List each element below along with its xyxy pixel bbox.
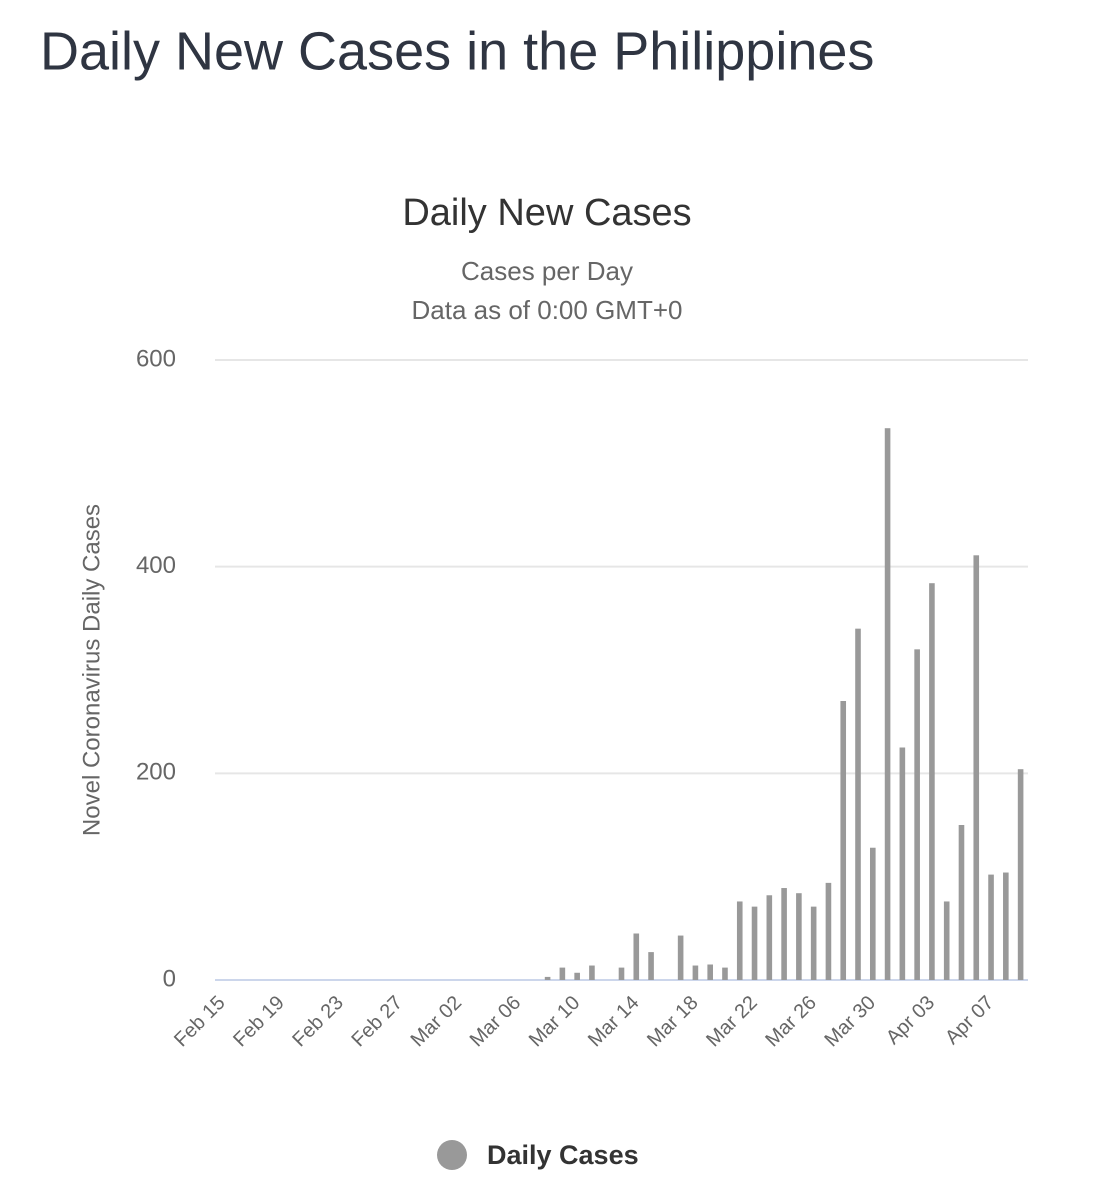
y-tick-label: 200 bbox=[136, 759, 176, 786]
x-tick-label: Mar 26 bbox=[761, 992, 821, 1052]
bar bbox=[1003, 872, 1009, 980]
chart-subtitle: Data as of 0:00 GMT+0 bbox=[412, 295, 683, 325]
bar bbox=[855, 628, 861, 980]
bar bbox=[781, 888, 787, 980]
bar bbox=[884, 428, 891, 980]
bar bbox=[677, 935, 684, 980]
bar bbox=[840, 701, 847, 980]
bar bbox=[929, 583, 935, 980]
bar bbox=[574, 972, 580, 980]
bar bbox=[899, 747, 906, 980]
chart-title: Daily New Cases bbox=[402, 192, 691, 234]
page-title: Daily New Cases in the Philippines bbox=[40, 21, 874, 81]
bar bbox=[589, 965, 595, 980]
bar bbox=[618, 967, 625, 980]
x-tick-label: Feb 19 bbox=[229, 992, 289, 1052]
bar bbox=[707, 964, 713, 980]
bar bbox=[633, 933, 640, 980]
x-tick-label: Feb 15 bbox=[170, 992, 230, 1052]
bar bbox=[692, 965, 699, 980]
bar bbox=[559, 967, 566, 980]
bar bbox=[736, 901, 743, 980]
x-tick-label: Apr 03 bbox=[882, 992, 939, 1049]
x-tick-label: Apr 07 bbox=[941, 992, 998, 1049]
y-tick-label: 400 bbox=[136, 552, 176, 579]
bar bbox=[973, 555, 980, 980]
y-tick-label: 0 bbox=[163, 965, 176, 992]
x-tick-label: Mar 06 bbox=[466, 992, 526, 1052]
chart-subtitle: Cases per Day bbox=[461, 256, 633, 286]
bar bbox=[1017, 769, 1024, 980]
bar bbox=[943, 901, 950, 980]
x-tick-label: Mar 14 bbox=[584, 992, 644, 1052]
bar bbox=[825, 882, 832, 980]
x-tick-label: Mar 18 bbox=[643, 992, 703, 1052]
bar bbox=[810, 906, 817, 980]
legend-marker bbox=[437, 1140, 467, 1170]
y-axis-label: Novel Coronavirus Daily Cases bbox=[78, 504, 105, 836]
x-tick-label: Mar 02 bbox=[407, 992, 467, 1052]
bar bbox=[869, 847, 876, 980]
bar bbox=[544, 976, 551, 980]
x-tick-label: Feb 23 bbox=[288, 992, 348, 1052]
bar bbox=[796, 893, 802, 980]
x-tick-label: Feb 27 bbox=[347, 992, 407, 1052]
bar bbox=[648, 952, 654, 980]
legend-label: Daily Cases bbox=[487, 1140, 639, 1170]
x-tick-label: Mar 22 bbox=[702, 992, 762, 1052]
bar bbox=[766, 895, 773, 980]
y-tick-label: 600 bbox=[136, 345, 176, 372]
bar bbox=[914, 649, 920, 980]
x-tick-label: Mar 30 bbox=[820, 992, 880, 1052]
x-tick-label: Mar 10 bbox=[525, 992, 585, 1052]
bar bbox=[958, 825, 965, 980]
bar bbox=[722, 967, 728, 980]
bar bbox=[751, 906, 758, 980]
bar bbox=[988, 874, 994, 980]
